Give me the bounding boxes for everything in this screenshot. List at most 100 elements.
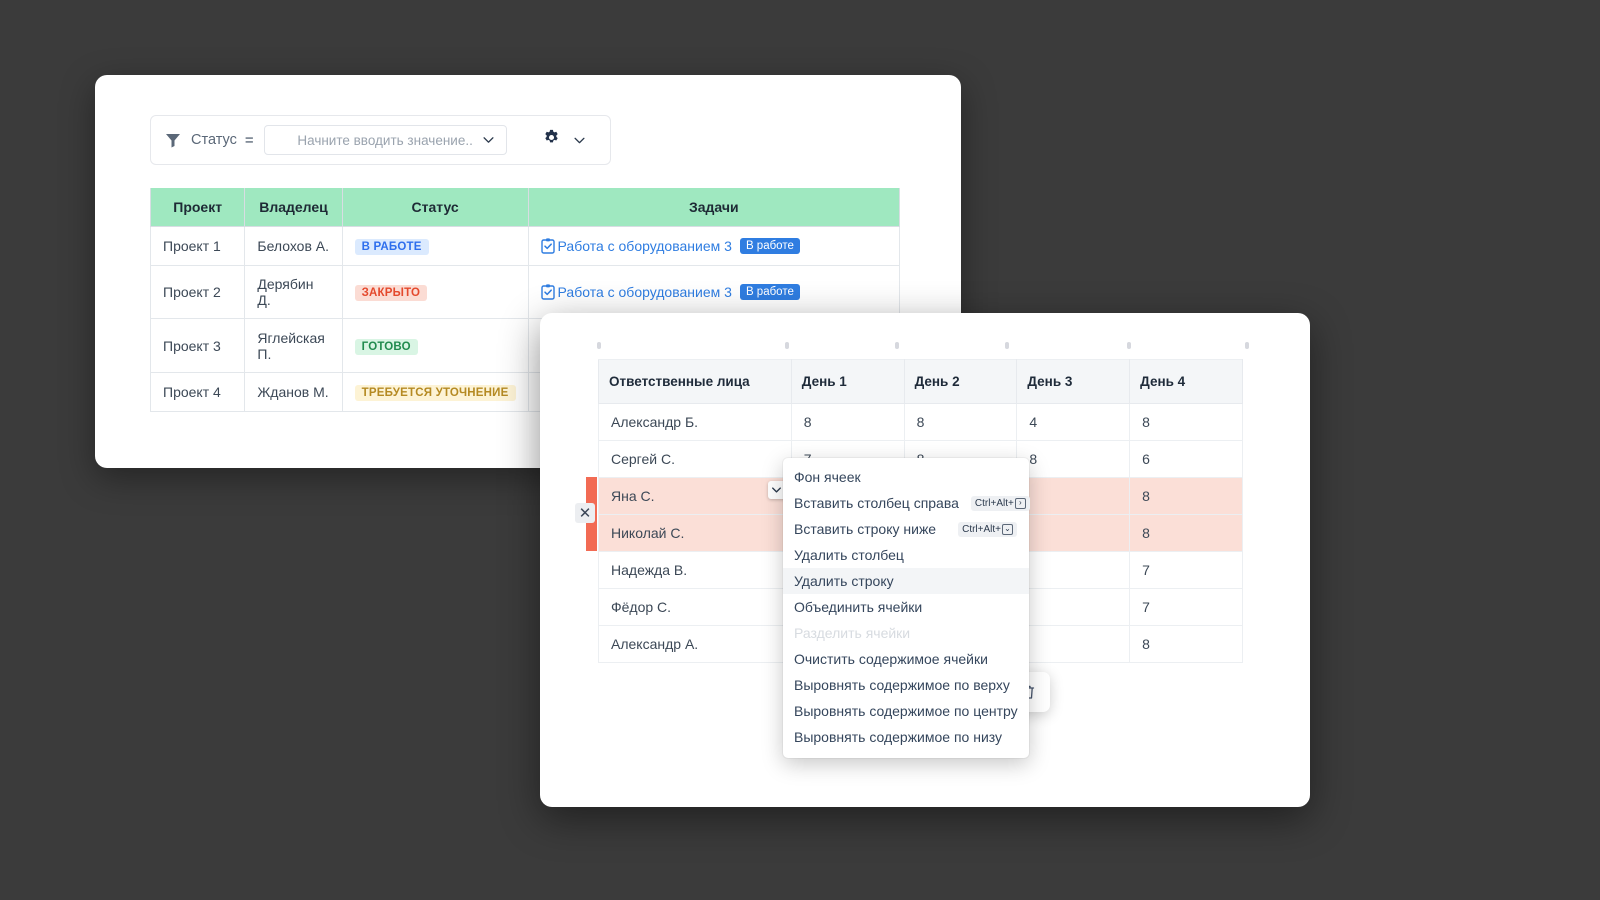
menu-item-delete-column[interactable]: Удалить столбец (783, 542, 1029, 568)
arrow-right-key-icon: › (1014, 497, 1026, 509)
column-header-owner[interactable]: Владелец (244, 188, 343, 227)
column-resize-handle[interactable] (1245, 342, 1249, 349)
column-resize-handle[interactable] (1127, 342, 1131, 349)
cell-day-2[interactable]: 8 (903, 403, 1018, 441)
cell-responsible[interactable]: Николай С. (586, 514, 792, 552)
settings-dropdown-icon[interactable] (574, 137, 585, 144)
cell-day-4[interactable]: 8 (1129, 514, 1243, 552)
cell-responsible[interactable]: Сергей С. (598, 440, 792, 478)
status-badge: В РАБОТЕ (354, 239, 429, 255)
row-selection-marker (586, 477, 597, 514)
cell-day-4[interactable]: 6 (1129, 440, 1243, 478)
cell-status[interactable]: В РАБОТЕ (341, 226, 529, 266)
column-header-tasks[interactable]: Задачи (527, 188, 901, 227)
cell-project[interactable]: Проект 1 (149, 226, 246, 266)
clipboard-check-icon (540, 284, 555, 300)
shortcut-text: Ctrl+Alt+ (974, 497, 1014, 509)
cell-tasks[interactable]: Работа с оборудованием 3 В работе (527, 265, 901, 319)
cell-day-4[interactable]: 8 (1129, 477, 1243, 515)
cell-day-3[interactable] (1016, 625, 1131, 663)
cell-responsible[interactable]: Александр А. (598, 625, 792, 663)
menu-item-align-top[interactable]: Выровнять содержимое по верху (783, 672, 1029, 698)
menu-item-cell-background[interactable]: Фон ячеек (783, 464, 1029, 490)
menu-item-label: Вставить столбец справа (794, 495, 959, 511)
cell-day-3[interactable]: 4 (1016, 403, 1131, 441)
column-resize-handle[interactable] (1005, 342, 1009, 349)
cell-responsible[interactable]: Яна С. (586, 477, 792, 515)
cell-day-4[interactable]: 7 (1129, 588, 1243, 626)
filter-operator: = (244, 131, 254, 149)
table-row[interactable]: Проект 2 Дерябин Д. ЗАКРЫТО Работа с обо… (149, 265, 901, 319)
cell-day-3[interactable] (1016, 551, 1131, 589)
table-row[interactable]: Александр Б. 8 8 4 8 (598, 403, 1243, 441)
cell-day-3[interactable] (1016, 588, 1131, 626)
menu-item-label: Вставить строку ниже (794, 521, 937, 537)
menu-item-label: Фон ячеек (794, 469, 861, 485)
task-link[interactable]: Работа с оборудованием 3 (557, 284, 732, 300)
close-icon[interactable]: ✕ (575, 503, 595, 523)
status-badge: ТРЕБУЕТСЯ УТОЧНЕНИЕ (354, 385, 516, 401)
menu-item-insert-row-below[interactable]: Вставить строку ниже Ctrl+Alt+ ⌄ (783, 516, 1029, 542)
menu-item-label: Разделить ячейки (794, 625, 911, 641)
chevron-down-icon[interactable] (767, 481, 786, 499)
cell-responsible[interactable]: Фёдор С. (598, 588, 792, 626)
cell-day-4[interactable]: 7 (1129, 551, 1243, 589)
cell-day-4[interactable]: 8 (1129, 403, 1243, 441)
task-status-pill: В работе (739, 284, 800, 300)
projects-table-header-row: Проект Владелец Статус Задачи (149, 188, 901, 227)
menu-item-shortcut: Ctrl+Alt+ › (970, 495, 1030, 511)
cell-status[interactable]: ТРЕБУЕТСЯ УТОЧНЕНИЕ (341, 372, 529, 412)
filter-field-label: Статус (191, 132, 237, 148)
menu-item-label: Выровнять содержимое по верху (794, 677, 1010, 693)
menu-item-label: Удалить столбец (794, 547, 904, 563)
cell-owner[interactable]: Белохов А. (244, 226, 343, 266)
row-selection-marker (586, 514, 597, 551)
column-header-responsible[interactable]: Ответственные лица (598, 359, 792, 404)
gear-icon[interactable] (543, 129, 560, 151)
menu-item-align-middle[interactable]: Выровнять содержимое по центру (783, 698, 1029, 724)
cell-day-4[interactable]: 8 (1129, 625, 1243, 663)
menu-item-label: Выровнять содержимое по центру (794, 703, 1018, 719)
column-header-day-1[interactable]: День 1 (790, 359, 905, 404)
cell-status[interactable]: ЗАКРЫТО (341, 265, 529, 319)
table-row[interactable]: Проект 1 Белохов А. В РАБОТЕ Работа с об… (149, 226, 901, 266)
menu-item-merge-cells[interactable]: Объединить ячейки (783, 594, 1029, 620)
cell-responsible-label: Николай С. (611, 525, 685, 541)
cell-status[interactable]: ГОТОВО (341, 318, 529, 373)
cell-responsible[interactable]: Надежда В. (598, 551, 792, 589)
filter-value-select[interactable]: Начните вводить значение.. (263, 125, 507, 155)
menu-item-insert-column-right[interactable]: Вставить столбец справа Ctrl+Alt+ › (783, 490, 1030, 516)
task-link[interactable]: Работа с оборудованием 3 (557, 238, 732, 254)
cell-day-3[interactable]: 8 (1016, 440, 1131, 478)
cell-day-3[interactable] (1016, 514, 1131, 552)
menu-item-clear-cell-content[interactable]: Очистить содержимое ячейки (783, 646, 1029, 672)
cell-owner[interactable]: Яглейская П. (244, 318, 343, 373)
column-header-day-4[interactable]: День 4 (1129, 359, 1243, 404)
column-header-day-2[interactable]: День 2 (903, 359, 1018, 404)
column-header-status[interactable]: Статус (341, 188, 529, 227)
cell-tasks[interactable]: Работа с оборудованием 3 В работе (527, 226, 901, 266)
cell-day-3[interactable] (1016, 477, 1131, 515)
column-resize-handle[interactable] (597, 342, 601, 349)
menu-item-align-bottom[interactable]: Выровнять содержимое по низу (783, 724, 1029, 750)
cell-responsible[interactable]: Александр Б. (598, 403, 792, 441)
clipboard-check-icon (540, 238, 555, 254)
column-header-day-3[interactable]: День 3 (1016, 359, 1131, 404)
task-status-pill: В работе (739, 238, 800, 254)
column-resize-handle[interactable] (785, 342, 789, 349)
column-resize-handle[interactable] (895, 342, 899, 349)
menu-item-delete-row[interactable]: Удалить строку (783, 568, 1029, 594)
cell-owner[interactable]: Дерябин Д. (244, 265, 343, 319)
menu-item-label: Выровнять содержимое по низу (794, 729, 1003, 745)
cell-day-1[interactable]: 8 (790, 403, 905, 441)
cell-project[interactable]: Проект 3 (149, 318, 246, 373)
column-header-project[interactable]: Проект (149, 188, 246, 227)
cell-responsible-label: Яна С. (611, 488, 655, 504)
status-badge: ГОТОВО (354, 338, 418, 355)
cell-project[interactable]: Проект 4 (149, 372, 246, 412)
menu-item-split-cells: Разделить ячейки (783, 620, 1029, 646)
menu-item-label: Объединить ячейки (794, 599, 923, 615)
cell-project[interactable]: Проект 2 (149, 265, 246, 319)
cell-owner[interactable]: Жданов М. (244, 372, 343, 412)
